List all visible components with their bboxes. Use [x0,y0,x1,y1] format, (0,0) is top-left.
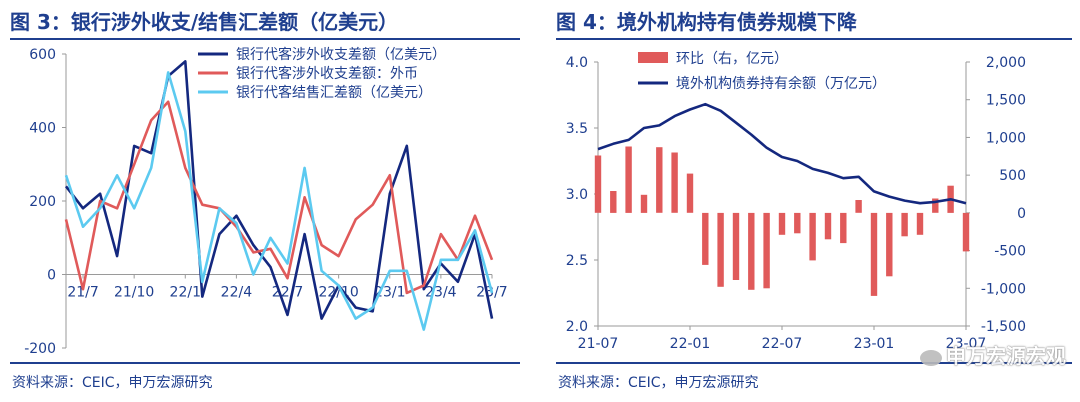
legend-label: 境外机构债券持有余额（万亿元） [676,75,886,92]
bar [656,147,663,213]
bar [717,212,724,287]
bar [594,155,602,213]
bar [625,146,632,213]
x-tick-label: 23/4 [425,285,457,301]
bar [855,200,862,213]
left-y-tick-label: 2.0 [566,319,588,335]
bar [610,191,617,213]
left-y-tick-label: 4.0 [566,55,588,71]
source-rule [10,362,520,364]
bar [686,173,694,213]
figure-4-chart: 2.0 2.5 3.0 3.5 4.0 -1,500 -1,000 -500 0 500 1,000… [566,51,1026,352]
left-y-tick-label: 3.5 [566,121,588,137]
legend-label: 银行代客涉外收支差额（亿美元） [236,46,446,63]
bar [870,212,878,296]
title-rule [556,38,1072,40]
bar [809,212,816,261]
figure-3-source: 资料来源：CEIC，申万宏源研究 [12,375,213,391]
right-y-tick-label: 2,000 [986,55,1026,71]
bar [794,212,801,234]
y-tick-label: 0 [47,268,56,284]
legend-label: 环比（右，亿元） [676,51,788,67]
x-tick-label: 23-01 [854,336,895,352]
right-y-tick-label: 500 [999,168,1026,184]
right-y-tick-label: -500 [994,244,1026,260]
bar [932,198,939,213]
wechat-icon [920,349,942,366]
figure-3-title: 图 3：银行涉外收支/结售汇差额（亿美元） [10,10,399,34]
watermark: 申万宏源宏观 [920,340,1066,369]
x-tick-label: 21/10 [114,285,154,301]
y-tick-label: 400 [29,121,56,137]
series-line [597,102,967,205]
legend-label: 银行代客涉外收支差额：外币 [236,65,418,82]
bar [640,194,648,213]
y-tick-label: 600 [29,47,56,63]
bar [732,212,740,280]
x-tick-label: 21-07 [578,336,619,352]
x-tick-label: 22/4 [221,285,253,301]
series-line [64,60,494,320]
x-tick-label: 22-07 [762,336,803,352]
y-tick-label: 200 [29,194,56,210]
x-tick-label: 22-01 [670,336,711,352]
bar [840,212,847,244]
right-y-tick-label: 1,000 [986,130,1026,146]
legend-swatch [638,52,668,63]
bar [778,212,786,235]
right-y-tick-label: 0 [1017,206,1026,222]
series-line [64,71,494,331]
watermark-text: 申万宏源宏观 [946,344,1066,368]
bar [748,212,755,290]
y-tick-label: -200 [24,341,56,357]
legend-label: 银行代客结售汇差额（亿美元） [236,84,432,101]
x-tick-label: 23-07 [946,336,987,352]
figure-4-title: 图 4：境外机构持有债券规模下降 [556,10,857,34]
figure-4-panel: 图 4：境外机构持有债券规模下降 2.0 2.5 3.0 3.5 4.0 -1,500 -1… [546,0,1080,402]
bar [886,212,893,277]
right-y-tick-label: -1,500 [981,319,1026,335]
left-y-tick-label: 3.0 [566,187,588,203]
right-y-tick-label: 1,500 [986,93,1026,109]
figure-4-source: 资料来源：CEIC，申万宏源研究 [558,375,759,391]
bar [962,212,970,252]
bar [901,212,908,237]
source-rule [556,362,1072,364]
bar [916,212,924,235]
series-line [64,100,494,295]
figure-3-panel: 图 3：银行涉外收支/结售汇差额（亿美元） -200 0 200 400 600 21/7… [0,0,528,402]
bar [824,212,832,240]
bar [671,152,678,213]
bar [702,212,709,265]
right-y-tick-label: -1,000 [981,281,1026,297]
bar [763,212,770,289]
x-tick-label: 21/7 [67,285,98,301]
title-rule [10,38,520,40]
x-tick-label: 22/1 [170,285,201,301]
left-y-tick-label: 2.5 [566,253,588,269]
